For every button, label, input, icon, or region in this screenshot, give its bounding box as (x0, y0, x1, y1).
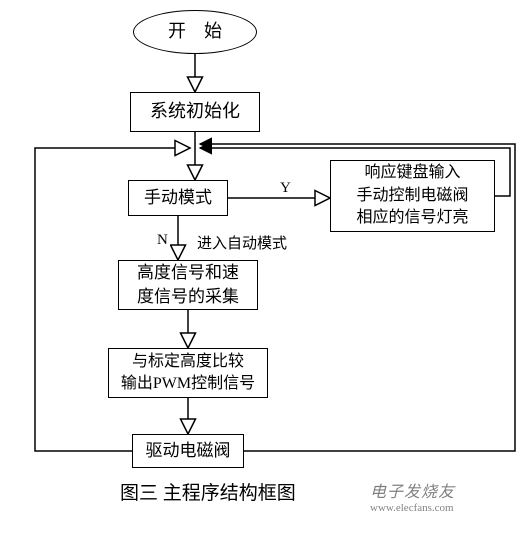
compare-node: 与标定高度比较输出PWM控制信号 (108, 348, 268, 398)
figure-caption: 图三 主程序结构框图 (120, 478, 296, 505)
caption-text: 图三 主程序结构框图 (120, 483, 296, 504)
start-label: 开 始 (168, 19, 222, 44)
response-node: 响应键盘输入手动控制电磁阀相应的信号灯亮 (330, 160, 495, 232)
flowchart-container: 开 始 系统初始化 手动模式 响应键盘输入手动控制电磁阀相应的信号灯亮 高度信号… (0, 0, 530, 534)
watermark-url: www.elecfans.com (370, 502, 455, 514)
compare-label: 与标定高度比较输出PWM控制信号 (121, 351, 255, 396)
yes-branch-label: Y (278, 180, 293, 197)
response-label: 响应键盘输入手动控制电磁阀相应的信号灯亮 (356, 162, 468, 229)
watermark: 电子发烧友 www.elecfans.com (370, 478, 455, 514)
no-branch-label: N (155, 232, 170, 249)
drive-node: 驱动电磁阀 (132, 434, 244, 468)
start-node: 开 始 (133, 10, 257, 54)
sample-node: 高度信号和速度信号的采集 (118, 260, 258, 310)
manual-mode-node: 手动模式 (128, 180, 228, 216)
manual-label: 手动模式 (144, 186, 212, 210)
init-label: 系统初始化 (150, 99, 240, 124)
watermark-logo: 电子发烧友 (370, 478, 455, 502)
drive-label: 驱动电磁阀 (146, 439, 231, 463)
init-node: 系统初始化 (130, 92, 260, 132)
sample-label: 高度信号和速度信号的采集 (137, 261, 239, 309)
edges-layer (0, 0, 530, 534)
auto-mode-label: 进入自动模式 (195, 232, 289, 253)
